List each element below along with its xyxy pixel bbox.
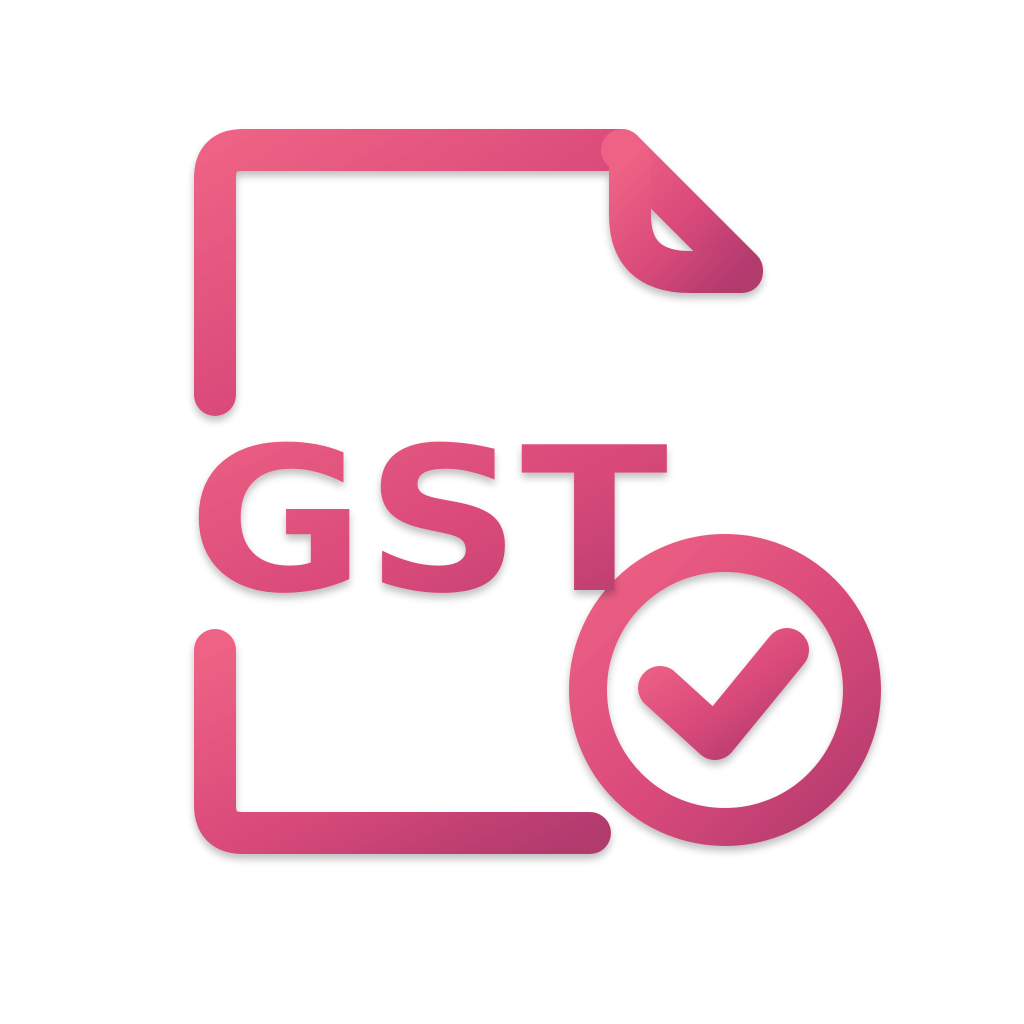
check-circle-icon <box>569 534 881 846</box>
document-icon <box>194 129 763 854</box>
text-lines <box>303 250 535 362</box>
gst-label: GST <box>188 405 668 638</box>
